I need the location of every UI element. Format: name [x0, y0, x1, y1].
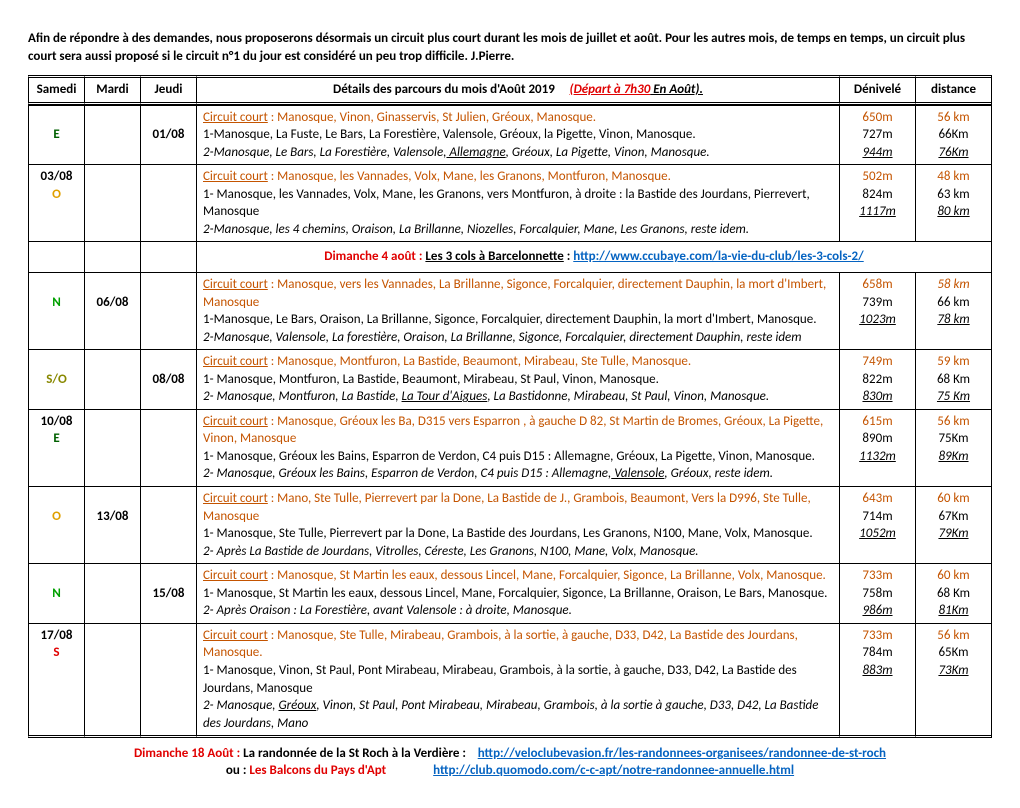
col-distance: 58 km66 km78 km [915, 272, 991, 349]
hdr-jeudi: Jeudi [140, 75, 196, 105]
footer2-link[interactable]: http://club.quomodo.com/c-c-apt/notre-ra… [433, 763, 794, 778]
hdr-denivele: Dénivelé [839, 75, 915, 105]
col-denivele: 658m739m1023m [839, 272, 915, 349]
col-distance: 60 km68 Km81Km [915, 563, 991, 623]
col-denivele: 650m727m944m [839, 105, 915, 165]
col-samedi: S/O [28, 349, 84, 409]
col-mardi [84, 164, 140, 241]
col-samedi: N [28, 563, 84, 623]
col-jeudi [140, 486, 196, 563]
col-samedi: E [28, 105, 84, 165]
footer2-mid: Les Balcons du Pays d'Apt [249, 763, 386, 778]
col-details: Circuit court : Manosque, St Martin les … [196, 563, 839, 623]
hl-c3 [140, 241, 196, 272]
col-denivele: 502m824m1117m [839, 164, 915, 241]
col-jeudi [140, 164, 196, 241]
col-samedi: O [28, 486, 84, 563]
hl-c2 [84, 241, 140, 272]
col-details: Circuit court : Manosque, les Vannades, … [196, 164, 839, 241]
col-mardi [84, 349, 140, 409]
col-mardi: 13/08 [84, 486, 140, 563]
col-denivele: 749m822m830m [839, 349, 915, 409]
headline-link[interactable]: http://www.ccubaye.com/la-vie-du-club/le… [573, 249, 863, 264]
footer1-pre: Dimanche 18 Août : [134, 746, 243, 761]
col-jeudi [140, 409, 196, 486]
col-mardi: 06/08 [84, 272, 140, 349]
footer1-link[interactable]: http://veloclubevasion.fr/les-randonnees… [478, 746, 886, 761]
hl-c1 [28, 241, 84, 272]
col-samedi: 03/08O [28, 164, 84, 241]
col-jeudi: 01/08 [140, 105, 196, 165]
col-details: Circuit court : Manosque, Montfuron, La … [196, 349, 839, 409]
col-details: Circuit court : Mano, Ste Tulle, Pierrev… [196, 486, 839, 563]
schedule-table: SamediMardiJeudiDétails des parcours du … [28, 75, 992, 738]
hdr-details: Détails des parcours du mois d'Août 2019… [196, 75, 839, 105]
hdr-distance: distance [915, 75, 991, 105]
col-jeudi: 15/08 [140, 563, 196, 623]
col-denivele: 615m890m1132m [839, 409, 915, 486]
col-distance: 56 km75Km89Km [915, 409, 991, 486]
headline-row: Dimanche 4 août : Les 3 cols à Barcelonn… [196, 241, 991, 272]
footer1-mid: La randonnée de la St Roch à la Verdière… [243, 746, 466, 761]
col-samedi: N [28, 272, 84, 349]
col-distance: 48 km63 km80 km [915, 164, 991, 241]
col-denivele: 643m714m1052m [839, 486, 915, 563]
col-details: Circuit court : Manosque, Gréoux les Ba,… [196, 409, 839, 486]
col-jeudi: 08/08 [140, 349, 196, 409]
col-samedi: 10/08E [28, 409, 84, 486]
col-details: Circuit court : Manosque, Vinon, Ginasse… [196, 105, 839, 165]
col-distance: 59 km68 Km75 Km [915, 349, 991, 409]
footer2-pre: ou : [226, 763, 249, 778]
footer-block: Dimanche 18 Août : La randonnée de la St… [28, 746, 992, 778]
col-jeudi [140, 272, 196, 349]
intro-text: Afin de répondre à des demandes, nous pr… [28, 30, 992, 65]
col-denivele: 733m758m986m [839, 563, 915, 623]
col-mardi [84, 105, 140, 165]
col-distance: 60 km67Km79Km [915, 486, 991, 563]
col-mardi [84, 409, 140, 486]
col-details: Circuit court : Manosque, vers les Vanna… [196, 272, 839, 349]
hdr-mardi: Mardi [84, 75, 140, 105]
col-distance: 56 km66Km76Km [915, 105, 991, 165]
hdr-samedi: Samedi [28, 75, 84, 105]
col-mardi [84, 563, 140, 623]
